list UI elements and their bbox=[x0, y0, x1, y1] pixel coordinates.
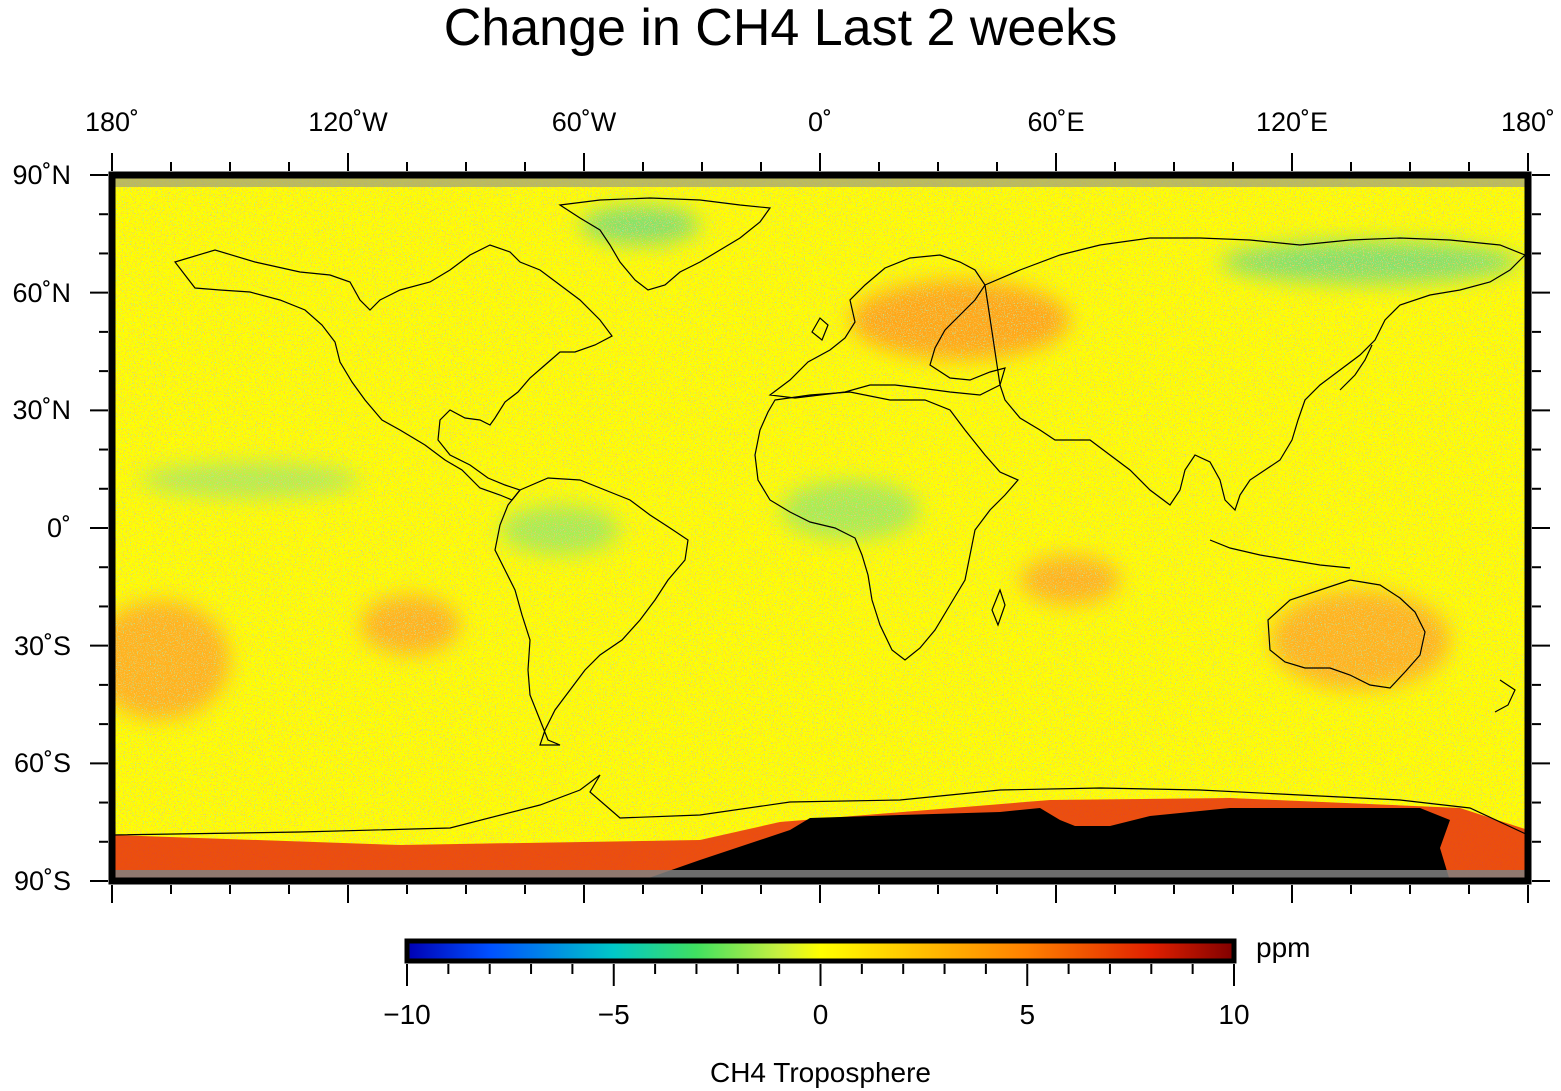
coast-greenland bbox=[558, 197, 772, 291]
colorbar-tick-label-0: −10 bbox=[383, 999, 431, 1030]
colorbar-tick-label-1: −5 bbox=[597, 999, 630, 1030]
coast-antarctica bbox=[112, 774, 1528, 836]
map-frame bbox=[108, 171, 1532, 885]
coast-japan bbox=[1339, 344, 1373, 391]
colorbar-label: CH4 Troposphere bbox=[709, 1057, 931, 1088]
colorbar-tick-label-4: 10 bbox=[1218, 999, 1250, 1030]
lat-label-3: 0˚ bbox=[46, 513, 71, 543]
coast-north-america bbox=[173, 244, 613, 501]
coast-asia bbox=[984, 237, 1527, 512]
lon-label-1: 120˚W bbox=[308, 107, 388, 137]
lat-label-5: 60˚S bbox=[13, 748, 71, 779]
colorbar-tick-label-2: 0 bbox=[812, 999, 829, 1030]
lat-label-2: 30˚N bbox=[12, 395, 71, 426]
lon-label-3: 0˚ bbox=[807, 107, 833, 137]
coast-africa bbox=[754, 391, 1019, 661]
coast-uk bbox=[811, 317, 829, 341]
map-title: Change in CH4 Last 2 weeks bbox=[443, 0, 1118, 57]
lat-label-0: 90˚N bbox=[12, 160, 71, 190]
lat-label-6: 90˚S bbox=[13, 866, 71, 896]
lon-label-4: 60˚E bbox=[1027, 107, 1085, 137]
coast-new-zealand bbox=[1494, 679, 1516, 713]
antarctic-missing-strip bbox=[112, 870, 1528, 881]
coast-south-america bbox=[494, 477, 689, 746]
lat-label-4: 30˚S bbox=[13, 630, 71, 661]
lon-label-0: 180˚ bbox=[84, 107, 140, 137]
antarctic-saturated-region bbox=[640, 808, 1450, 881]
coast-madagascar bbox=[991, 588, 1006, 627]
coastlines bbox=[112, 197, 1528, 836]
coast-australia bbox=[1267, 579, 1426, 689]
coast-europe bbox=[768, 254, 1006, 399]
map-ticks bbox=[90, 153, 1550, 903]
colorbar-unit: ppm bbox=[1256, 932, 1311, 963]
colorbar-ticks bbox=[406, 964, 1235, 986]
lat-label-1: 60˚N bbox=[12, 277, 71, 308]
colorbar bbox=[404, 938, 1237, 964]
lon-label-2: 60˚W bbox=[551, 107, 617, 137]
lon-label-5: 120˚E bbox=[1255, 107, 1329, 137]
lon-label-6: 180˚ bbox=[1500, 107, 1556, 137]
colorbar-tick-label-3: 5 bbox=[1019, 999, 1036, 1030]
coast-indonesia bbox=[1209, 539, 1351, 569]
